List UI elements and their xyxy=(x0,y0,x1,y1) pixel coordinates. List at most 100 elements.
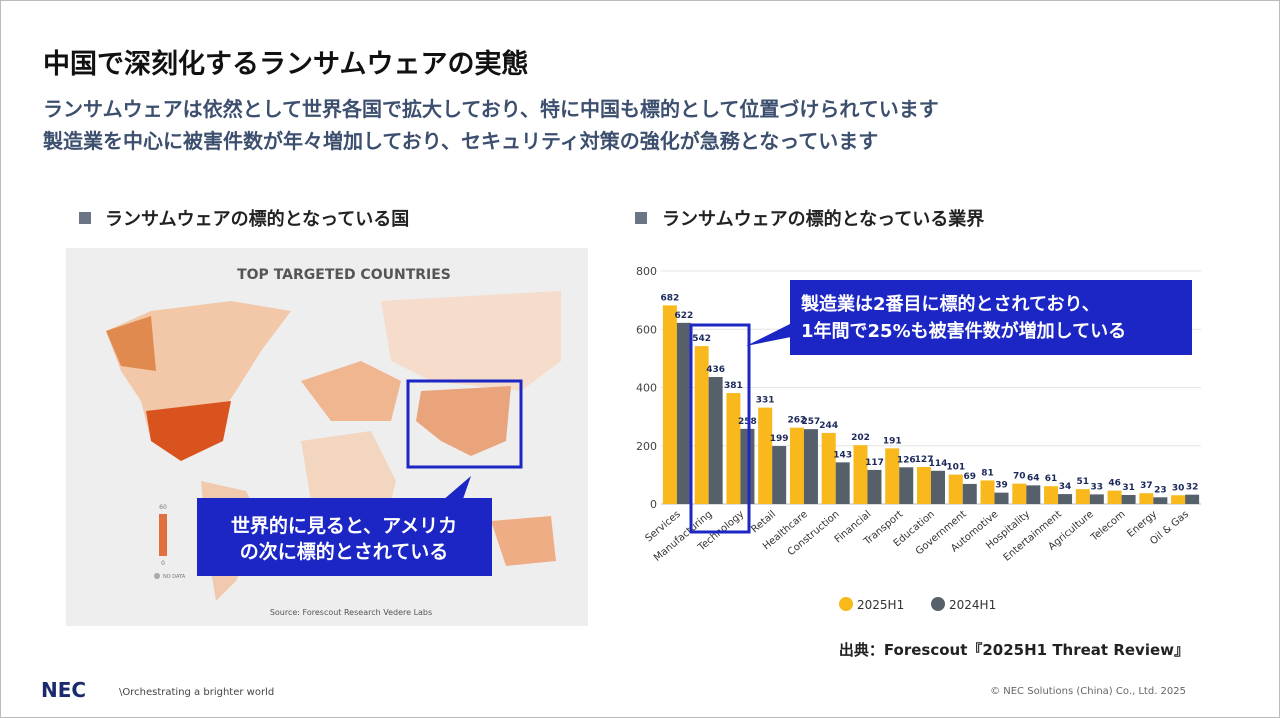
bar xyxy=(899,467,914,504)
map-source: Source: Forescout Research Vedere Labs xyxy=(270,608,432,617)
value-label: 199 xyxy=(770,434,789,444)
bar xyxy=(931,470,945,504)
bar xyxy=(772,446,787,504)
highlight-box xyxy=(689,323,751,534)
callout-text: 製造業は2番目に標的とされており、 xyxy=(800,293,1100,315)
value-label: 622 xyxy=(674,311,693,321)
bar xyxy=(1012,483,1027,504)
bar xyxy=(1044,486,1059,504)
source: 出典：Forescout『2025H1 Threat Review』 xyxy=(839,641,1189,659)
title: 中国で深刻化するランサムウェアの実態 xyxy=(43,48,528,80)
subtitle: 製造業を中心に被害件数が年々増加しており、セキュリティ対策の強化が急務となってい… xyxy=(43,129,878,153)
bar xyxy=(994,492,1009,504)
europe xyxy=(301,361,401,421)
callout-text: の次に標的とされている xyxy=(240,540,448,563)
value-label: 46 xyxy=(1108,479,1121,489)
value-label: 114 xyxy=(929,459,948,469)
map-legend-dot xyxy=(154,573,160,579)
value-label: 258 xyxy=(738,417,757,427)
value-label: 70 xyxy=(1013,472,1026,482)
bar xyxy=(1089,494,1104,504)
value-label: 61 xyxy=(1045,474,1058,484)
map-legend-label: NO DATA xyxy=(163,574,186,580)
legend-label: 2025H1 xyxy=(857,598,904,612)
russia xyxy=(381,291,561,391)
copyright: © NEC Solutions (China) Co., Ltd. 2025 xyxy=(990,686,1186,697)
callout-text: 世界的に見ると、アメリカ xyxy=(231,514,457,537)
map-legend-label: 60 xyxy=(159,504,167,511)
bar xyxy=(867,469,882,504)
value-label: 262 xyxy=(788,416,807,426)
value-label: 81 xyxy=(981,468,994,478)
bar xyxy=(1185,494,1200,504)
section-heading: ランサムウェアの標的となっている国 xyxy=(105,208,409,230)
bar xyxy=(1139,493,1154,504)
bar xyxy=(803,429,818,504)
y-tick-label: 600 xyxy=(636,323,657,336)
y-tick-label: 800 xyxy=(636,265,657,278)
bar xyxy=(758,407,773,504)
bar xyxy=(1075,489,1090,504)
section-heading: ランサムウェアの標的となっている業界 xyxy=(662,208,984,230)
y-tick-label: 200 xyxy=(636,440,657,453)
value-label: 542 xyxy=(692,334,711,344)
x-tick-label: Telecom xyxy=(1088,509,1127,544)
value-label: 33 xyxy=(1091,482,1104,492)
usa xyxy=(146,401,231,461)
bar xyxy=(948,474,963,504)
bar xyxy=(694,346,709,504)
bar xyxy=(1026,485,1041,504)
australia xyxy=(491,516,556,566)
bar xyxy=(676,322,691,504)
callout-text: 1年間で25%も被害件数が増加している xyxy=(801,320,1126,342)
value-label: 257 xyxy=(802,417,821,427)
subtitle: ランサムウェアは依然として世界各国で拡大しており、特に中国も標的として位置づけら… xyxy=(43,97,939,121)
value-label: 101 xyxy=(946,463,965,473)
bar xyxy=(789,427,804,504)
bar xyxy=(1153,497,1168,504)
value-label: 64 xyxy=(1027,473,1040,483)
bullet xyxy=(635,212,647,224)
bar xyxy=(853,445,868,504)
value-label: 37 xyxy=(1140,481,1153,491)
y-tick-label: 400 xyxy=(636,382,657,395)
value-label: 51 xyxy=(1077,477,1090,487)
value-label: 127 xyxy=(915,455,934,465)
value-label: 23 xyxy=(1154,485,1167,495)
value-label: 202 xyxy=(851,433,870,443)
map-title: TOP TARGETED COUNTRIES xyxy=(237,267,451,283)
map-legend-scale xyxy=(159,514,167,556)
value-label: 191 xyxy=(883,436,902,446)
value-label: 682 xyxy=(660,293,679,303)
bar xyxy=(917,467,931,504)
map-legend-label: 0 xyxy=(161,560,165,567)
callout-box xyxy=(197,498,492,576)
value-label: 32 xyxy=(1186,483,1199,493)
value-label: 331 xyxy=(756,396,775,406)
bar xyxy=(726,393,741,504)
bar xyxy=(962,483,977,504)
value-label: 69 xyxy=(963,472,976,482)
bar xyxy=(740,428,755,504)
value-label: 143 xyxy=(833,450,852,460)
value-label: 117 xyxy=(865,458,884,468)
bar xyxy=(1171,495,1186,504)
legend-swatch xyxy=(931,597,945,611)
legend-label: 2024H1 xyxy=(949,598,996,612)
highlight-box xyxy=(406,379,523,469)
bullet xyxy=(79,212,91,224)
value-label: 30 xyxy=(1172,483,1185,493)
legend-swatch xyxy=(839,597,853,611)
x-tick-label: Retail xyxy=(749,509,778,536)
alaska xyxy=(106,316,156,371)
bar xyxy=(1058,494,1073,504)
bar xyxy=(835,462,850,504)
value-label: 34 xyxy=(1059,482,1072,492)
callout-pointer xyxy=(746,321,796,346)
logo: NEC xyxy=(41,678,86,702)
bar xyxy=(885,448,900,504)
y-tick-label: 0 xyxy=(650,498,657,511)
bar xyxy=(821,432,836,504)
value-label: 126 xyxy=(897,455,916,465)
